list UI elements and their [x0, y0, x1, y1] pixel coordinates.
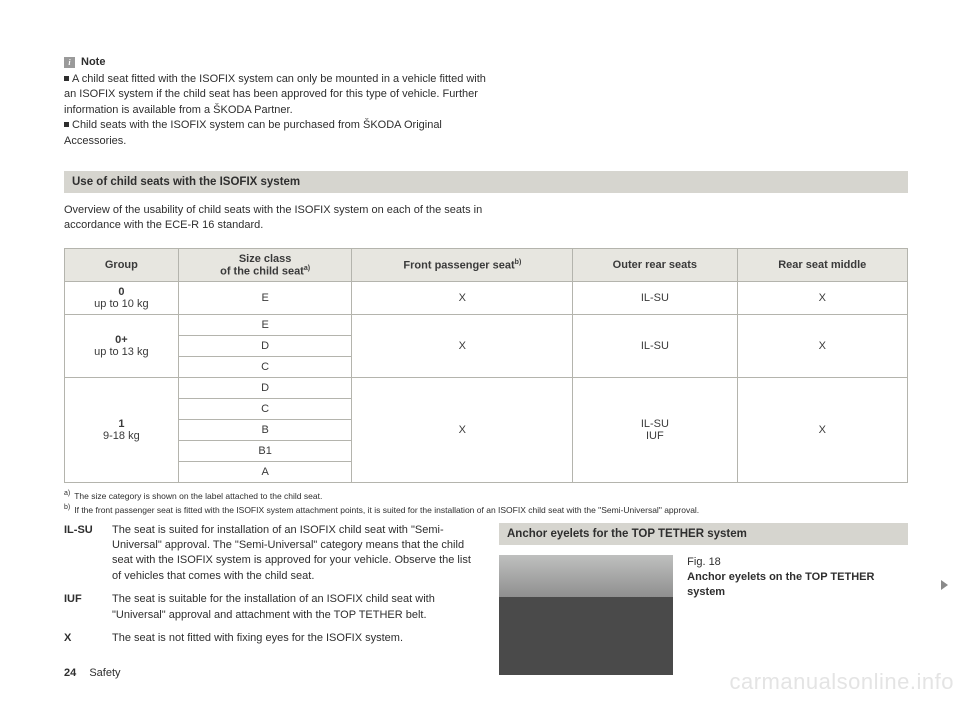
page-number: 24	[64, 667, 76, 679]
table-row: 0+ up to 13 kg E X IL-SU X	[65, 315, 908, 336]
footnote-b: If the front passenger seat is fitted wi…	[74, 505, 699, 515]
chapter-name: Safety	[89, 667, 120, 679]
th-outer-rear: Outer rear seats	[573, 248, 737, 282]
th-size-class: Size class of the child seata)	[178, 248, 352, 282]
two-column-region: IL-SU The seat is suited for installatio…	[64, 523, 908, 675]
definitions-column: IL-SU The seat is suited for installatio…	[64, 523, 473, 675]
note-label: Note	[81, 56, 105, 68]
cell-group-1: 1 9-18 kg	[65, 378, 179, 483]
note-heading-row: i Note	[64, 56, 908, 68]
note-item-2: Child seats with the ISOFIX system can b…	[64, 119, 442, 146]
section-heading-top-tether: Anchor eyelets for the TOP TETHER system	[499, 523, 908, 545]
table-footnotes: a) The size category is shown on the labe…	[64, 489, 908, 516]
table-row: 1 9-18 kg D X IL-SU IUF X	[65, 378, 908, 399]
cell-front: X	[352, 315, 573, 378]
cell-group-0: 0 up to 10 kg	[65, 282, 179, 315]
cell-size: B1	[178, 441, 352, 462]
footnote-a-label: a)	[64, 490, 70, 497]
image-label: B3T-0706	[631, 664, 670, 673]
arrow-icon	[635, 599, 649, 613]
page-footer: 24 Safety	[64, 667, 121, 679]
top-tether-column: Anchor eyelets for the TOP TETHER system…	[499, 523, 908, 675]
info-icon: i	[64, 57, 75, 68]
figure-wrap: B3T-0706 Fig. 18 Anchor eyelets on the T…	[499, 555, 908, 675]
figure-image: B3T-0706	[499, 555, 673, 675]
table-row: 0 up to 10 kg E X IL-SU X	[65, 282, 908, 315]
cell-size: E	[178, 282, 352, 315]
note-body: A child seat fitted with the ISOFIX syst…	[64, 72, 494, 149]
continue-triangle-icon	[941, 580, 948, 590]
cell-size: D	[178, 336, 352, 357]
cell-size: E	[178, 315, 352, 336]
cell-size: B	[178, 420, 352, 441]
cell-mid: X	[737, 378, 907, 483]
cell-outer: IL-SU	[573, 282, 737, 315]
cell-outer: IL-SU IUF	[573, 378, 737, 483]
footnote-b-label: b)	[64, 504, 70, 511]
def-ilsu: IL-SU The seat is suited for installatio…	[64, 523, 473, 585]
eyelet-highlight	[521, 647, 534, 662]
bullet-icon	[64, 122, 69, 127]
cell-front: X	[352, 378, 573, 483]
figure-caption: Fig. 18 Anchor eyelets on the TOP TETHER…	[687, 555, 908, 675]
cell-mid: X	[737, 282, 907, 315]
cell-outer: IL-SU	[573, 315, 737, 378]
arrow-icon	[525, 597, 539, 611]
th-group: Group	[65, 248, 179, 282]
section-intro: Overview of the usability of child seats…	[64, 203, 494, 234]
isofix-table: Group Size class of the child seata) Fro…	[64, 248, 908, 484]
cell-front: X	[352, 282, 573, 315]
cell-group-0p: 0+ up to 13 kg	[65, 315, 179, 378]
bullet-icon	[64, 76, 69, 81]
cell-size: D	[178, 378, 352, 399]
watermark: carmanualsonline.info	[729, 669, 954, 695]
th-rear-middle: Rear seat middle	[737, 248, 907, 282]
cell-mid: X	[737, 315, 907, 378]
eyelet-highlight	[633, 649, 646, 664]
cell-size: A	[178, 462, 352, 483]
note-item-1: A child seat fitted with the ISOFIX syst…	[64, 73, 486, 116]
page-content: i Note A child seat fitted with the ISOF…	[0, 0, 960, 675]
footnote-a: The size category is shown on the label …	[74, 491, 322, 501]
cell-size: C	[178, 399, 352, 420]
def-iuf: IUF The seat is suitable for the install…	[64, 592, 473, 623]
th-front-seat: Front passenger seatb)	[352, 248, 573, 282]
cell-size: C	[178, 357, 352, 378]
def-x: X The seat is not fitted with fixing eye…	[64, 631, 473, 646]
section-heading-isofix: Use of child seats with the ISOFIX syste…	[64, 171, 908, 193]
isofix-table-body: 0 up to 10 kg E X IL-SU X 0+ up to 13 kg…	[65, 282, 908, 483]
